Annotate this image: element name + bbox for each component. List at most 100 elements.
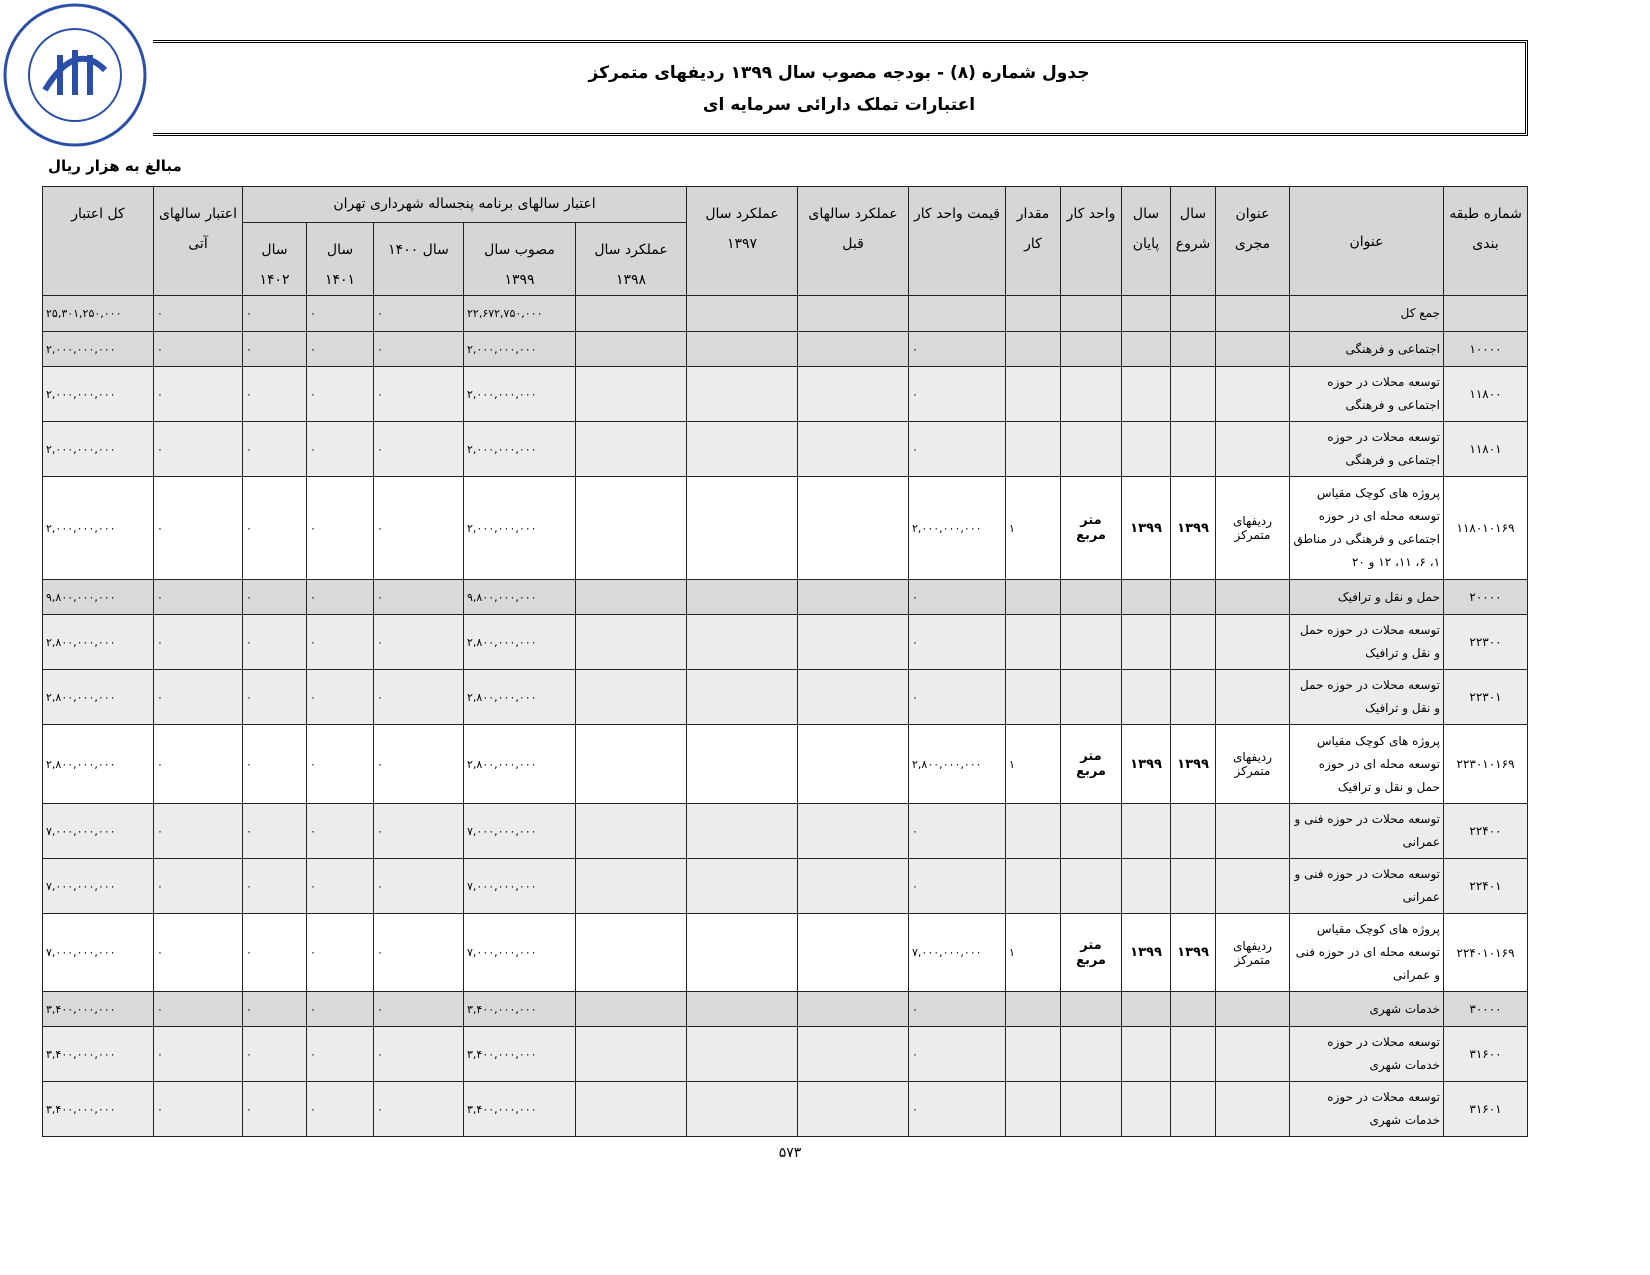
cell-y1397: [686, 476, 799, 580]
table-row: ۱۱۸۰۰ توسعه محلات در حوزه اجتماعی و فرهنگ…: [42, 366, 1529, 422]
cell-qty: [1005, 1081, 1062, 1137]
cell-title: توسعه محلات در حوزه خدمات شهری: [1289, 1081, 1445, 1137]
cell-y1398: [575, 858, 688, 914]
cell-title: توسعه محلات در حوزه حمل و نقل و ترافیک: [1289, 669, 1445, 725]
table-row: ۱۰۰۰۰ اجتماعی و فرهنگی ٠ ۲,۰۰۰,۰۰۰,۰۰۰ ٠ ٠ ٠ ٠ ۲…: [42, 331, 1529, 367]
cell-prev: [797, 669, 910, 725]
cell-price: ٠: [908, 803, 1007, 859]
cell-unit: متر مربع: [1060, 724, 1123, 804]
cell-code: ۲۲۳۰۱۰۱۶۹: [1443, 724, 1529, 804]
cell-end: [1121, 366, 1172, 422]
cell-future: ٠: [153, 366, 243, 422]
cell-qty: [1005, 614, 1062, 670]
cell-end: [1121, 669, 1172, 725]
cell-total: ۲,۸۰۰,۰۰۰,۰۰۰: [42, 614, 154, 670]
cell-future: ٠: [153, 1081, 243, 1137]
cell-title: جمع کل: [1289, 295, 1445, 332]
table-row: ۲۲۴۰۱ توسعه محلات در حوزه فنی و عمرانی ٠ ۷,…: [42, 858, 1529, 914]
cell-title: توسعه محلات در حوزه فنی و عمرانی: [1289, 858, 1445, 914]
cell-prev: [797, 614, 910, 670]
cell-exec: [1215, 614, 1291, 670]
cell-end: [1121, 614, 1172, 670]
cell-y1397: [686, 1081, 799, 1137]
cell-end: [1121, 1026, 1172, 1082]
cell-code: ۳۱۶۰۰: [1443, 1026, 1529, 1082]
cell-start: [1170, 579, 1217, 615]
cell-y1400: ٠: [373, 858, 465, 914]
cell-future: ٠: [153, 803, 243, 859]
cell-start: [1170, 669, 1217, 725]
cell-price: ۲,۸۰۰,۰۰۰,۰۰۰: [908, 724, 1007, 804]
cell-total: ۷,۰۰۰,۰۰۰,۰۰۰: [42, 803, 154, 859]
cell-code: ۳۱۶۰۱: [1443, 1081, 1529, 1137]
cell-y1399: ۲,۸۰۰,۰۰۰,۰۰۰: [463, 724, 577, 804]
council-seal-logo: [3, 3, 147, 147]
cell-price: ٠: [908, 366, 1007, 422]
cell-title: حمل و نقل و ترافیک: [1289, 579, 1445, 615]
cell-y1399: ۲,۸۰۰,۰۰۰,۰۰۰: [463, 669, 577, 725]
cell-y1398: [575, 295, 688, 332]
cell-y1397: [686, 295, 799, 332]
cell-unit: [1060, 331, 1123, 367]
cell-y1399: ۲,۰۰۰,۰۰۰,۰۰۰: [463, 366, 577, 422]
cell-y1400: ٠: [373, 366, 465, 422]
cell-y1397: [686, 913, 799, 992]
cell-y1399: ۳,۴۰۰,۰۰۰,۰۰۰: [463, 1026, 577, 1082]
cell-qty: [1005, 803, 1062, 859]
cell-y1401: ٠: [306, 991, 375, 1027]
cell-y1398: [575, 331, 688, 367]
header-1399: مصوب سال ۱۳۹۹: [463, 222, 577, 296]
cell-end: [1121, 991, 1172, 1027]
cell-end: ۱۳۹۹: [1121, 913, 1172, 992]
cell-qty: [1005, 421, 1062, 477]
cell-code: ۱۱۸۰۱۰۱۶۹: [1443, 476, 1529, 580]
table-row: ۲۲۳۰۱۰۱۶۹ پروژه های کوچک مقیاس توسعه محله…: [42, 724, 1529, 804]
cell-unit: [1060, 991, 1123, 1027]
cell-y1399: ۷,۰۰۰,۰۰۰,۰۰۰: [463, 858, 577, 914]
cell-total: ۹,۸۰۰,۰۰۰,۰۰۰: [42, 579, 154, 615]
cell-start: ۱۳۹۹: [1170, 724, 1217, 804]
cell-future: ٠: [153, 579, 243, 615]
cell-unit: [1060, 669, 1123, 725]
cell-start: [1170, 803, 1217, 859]
cell-y1400: ٠: [373, 669, 465, 725]
cell-prev: [797, 1026, 910, 1082]
cell-future: ٠: [153, 421, 243, 477]
cell-exec: [1215, 669, 1291, 725]
cell-total: ۲,۸۰۰,۰۰۰,۰۰۰: [42, 669, 154, 725]
cell-total: ۷,۰۰۰,۰۰۰,۰۰۰: [42, 913, 154, 992]
header-1400: سال ۱۴۰۰: [373, 222, 465, 296]
cell-y1398: [575, 803, 688, 859]
cell-unit: [1060, 366, 1123, 422]
cell-y1398: [575, 991, 688, 1027]
cell-exec: [1215, 295, 1291, 332]
cell-title: توسعه محلات در حوزه اجتماعی و فرهنگی: [1289, 421, 1445, 477]
header-price: قیمت واحد کار: [908, 186, 1007, 296]
table-row: ۳۱۶۰۱ توسعه محلات در حوزه خدمات شهری ٠ ۳,۴۰…: [42, 1081, 1529, 1137]
cell-y1397: [686, 1026, 799, 1082]
cell-unit: [1060, 295, 1123, 332]
cell-code: ۲۲۳۰۱: [1443, 669, 1529, 725]
table-row: جمع کل ۲۲,۶۷۲,۷۵۰,۰۰۰ ٠ ٠ ٠ ٠ ۲۵,۳۰۱,۲۵۰,۰۰۰: [42, 295, 1529, 332]
cell-unit: [1060, 579, 1123, 615]
cell-qty: ۱: [1005, 476, 1062, 580]
cell-y1401: ٠: [306, 858, 375, 914]
cell-start: [1170, 331, 1217, 367]
cell-title: توسعه محلات در حوزه حمل و نقل و ترافیک: [1289, 614, 1445, 670]
cell-future: ٠: [153, 476, 243, 580]
cell-y1399: ۲,۰۰۰,۰۰۰,۰۰۰: [463, 476, 577, 580]
cell-qty: [1005, 858, 1062, 914]
cell-title: پروژه های کوچک مقیاس توسعه محله ای در حو…: [1289, 913, 1445, 992]
cell-future: ٠: [153, 1026, 243, 1082]
cell-y1402: ٠: [241, 614, 308, 670]
cell-y1399: ۲,۰۰۰,۰۰۰,۰۰۰: [463, 421, 577, 477]
cell-price: [908, 295, 1007, 332]
cell-exec: [1215, 579, 1291, 615]
cell-unit: [1060, 421, 1123, 477]
cell-prev: [797, 366, 910, 422]
document-subtitle: اعتبارات تملک دارائی سرمایه ای: [702, 95, 976, 115]
cell-qty: [1005, 1026, 1062, 1082]
header-1401: سال ۱۴۰۱: [306, 222, 375, 296]
cell-y1401: ٠: [306, 913, 375, 992]
cell-y1399: ۷,۰۰۰,۰۰۰,۰۰۰: [463, 913, 577, 992]
